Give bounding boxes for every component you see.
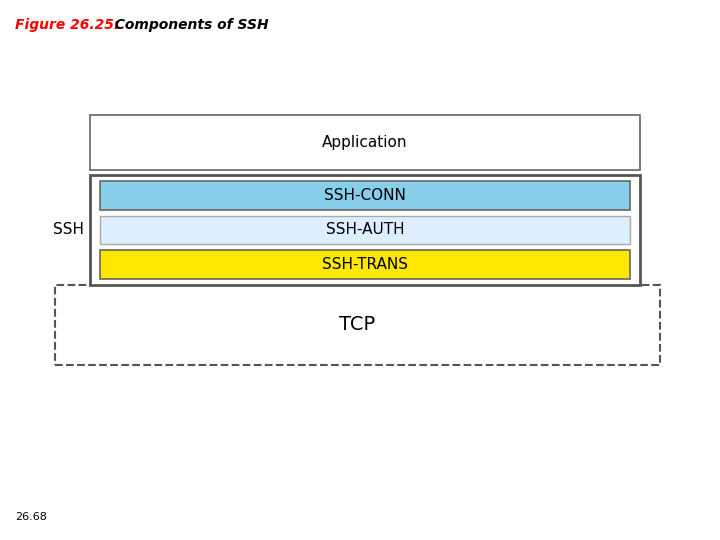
Bar	[100, 215, 630, 244]
Text: 26.68: 26.68	[15, 512, 47, 522]
Bar	[90, 175, 640, 285]
Bar	[55, 285, 660, 365]
Bar	[90, 115, 640, 170]
Text: SSH-AUTH: SSH-AUTH	[325, 222, 405, 238]
Text: Figure 26.25:: Figure 26.25:	[15, 18, 120, 32]
Text: SSH: SSH	[53, 222, 84, 238]
Bar	[100, 251, 630, 279]
Text: Application: Application	[323, 135, 408, 150]
Text: SSH-CONN: SSH-CONN	[324, 188, 406, 203]
Bar	[100, 181, 630, 210]
Text: TCP: TCP	[339, 315, 376, 334]
Text: SSH-TRANS: SSH-TRANS	[322, 257, 408, 272]
Text: Components of SSH: Components of SSH	[105, 18, 269, 32]
